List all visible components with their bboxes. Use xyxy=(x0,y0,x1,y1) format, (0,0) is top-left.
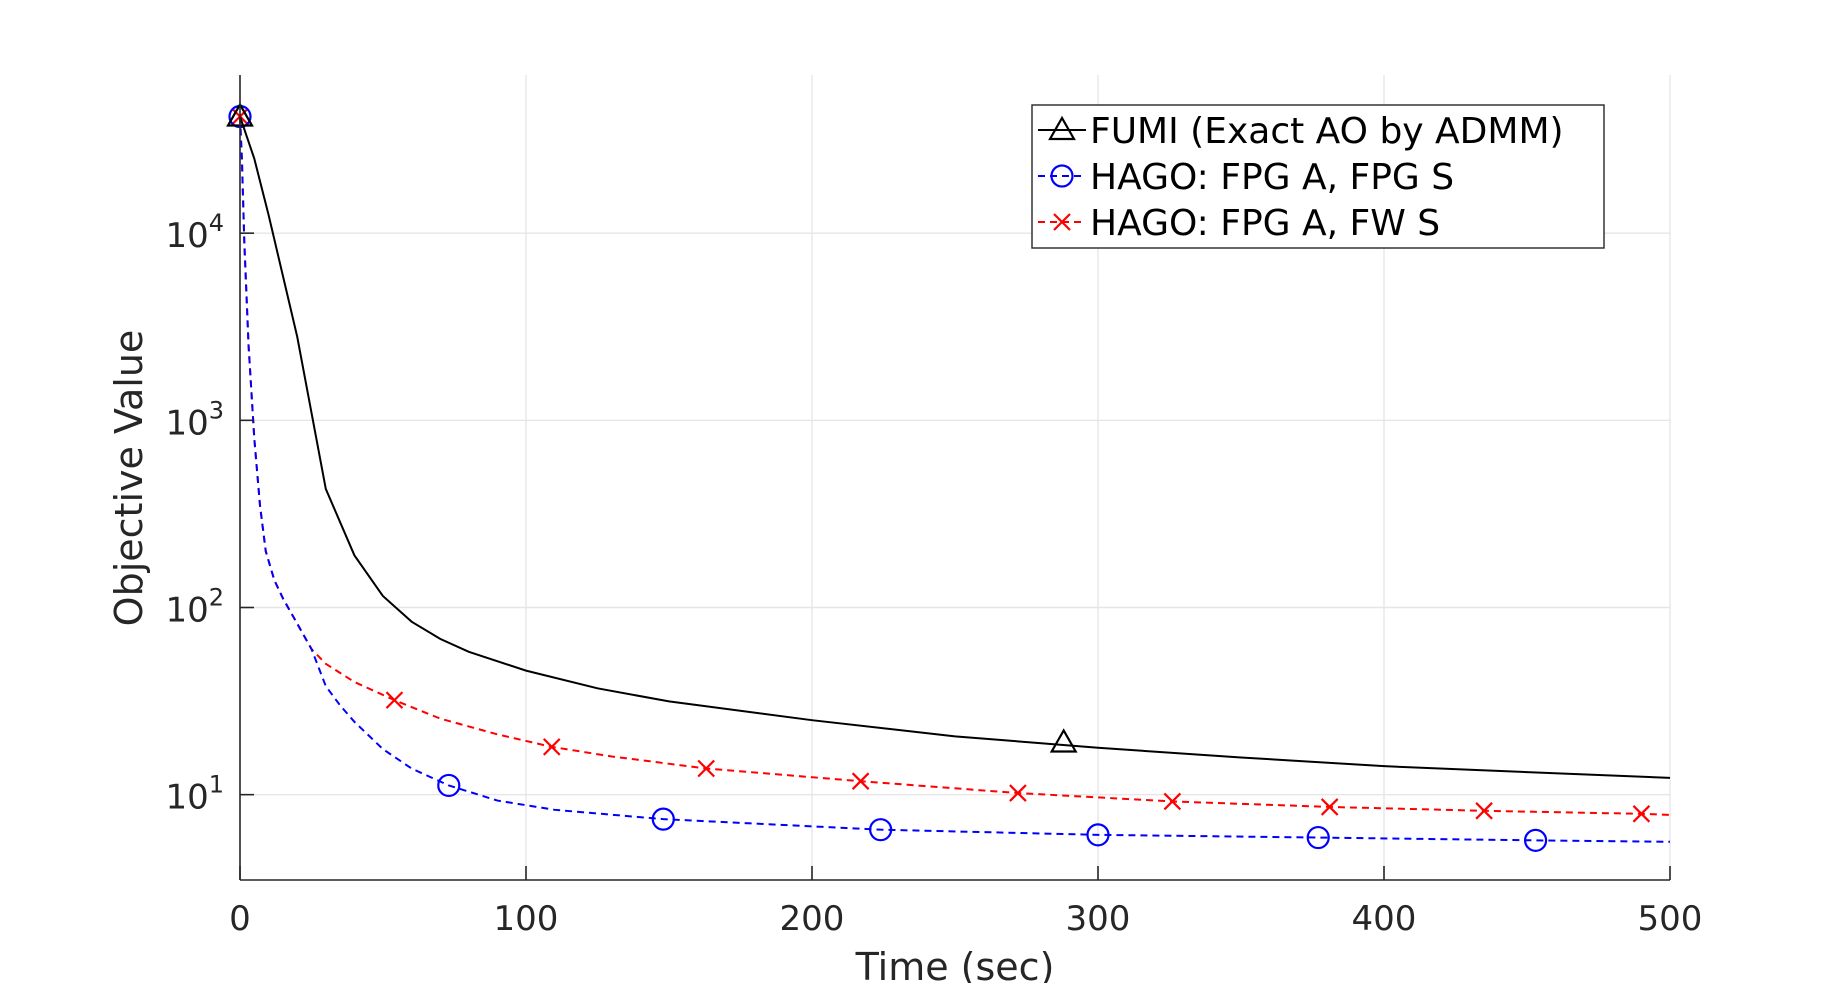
legend-marker-3 xyxy=(1053,213,1071,231)
y-axis-label: Objective Value xyxy=(107,330,151,627)
x-tick-label: 200 xyxy=(780,899,845,939)
x-marker-stroke xyxy=(851,772,870,790)
series-2-marker xyxy=(869,818,893,842)
series-2-marker xyxy=(651,807,675,831)
legend-label-2: HAGO: FPG A, FPG S xyxy=(1090,157,1454,198)
legend-label-1: FUMI (Exact AO by ADMM) xyxy=(1090,111,1564,152)
series-3-marker xyxy=(1163,792,1182,811)
series-3-marker xyxy=(542,738,561,756)
legend-box xyxy=(1031,104,1605,249)
series-2-line xyxy=(239,116,1671,843)
x-tick-label: 0 xyxy=(229,899,251,939)
series-3-marker xyxy=(385,691,404,709)
x-tick-label: 400 xyxy=(1352,899,1417,939)
series-2-marker xyxy=(1086,823,1110,847)
x-marker-stroke xyxy=(1320,798,1339,816)
y-tick-label: 104 xyxy=(165,209,224,256)
x-axis-label: Time (sec) xyxy=(855,945,1055,983)
legend: FUMI (Exact AO by ADMM) HAGO: FPG A, FPG … xyxy=(1031,104,1605,249)
series-1-line xyxy=(239,116,1671,779)
legend-marker-2 xyxy=(1050,164,1074,188)
series-1-marker xyxy=(1049,728,1078,753)
x-marker-stroke xyxy=(1632,805,1651,823)
series-3-marker xyxy=(1009,784,1027,802)
x-marker-stroke xyxy=(1163,792,1182,811)
series-3-marker xyxy=(1475,802,1493,820)
x-marker-stroke xyxy=(385,691,404,709)
x-tick-label: 500 xyxy=(1638,899,1703,939)
series-layer xyxy=(226,102,1671,852)
x-marker-stroke xyxy=(1053,213,1071,231)
series-2-marker xyxy=(437,773,461,798)
series-3-marker xyxy=(1320,798,1339,816)
legend-label-3: HAGO: FPG A, FW S xyxy=(1090,203,1440,244)
series-3-line xyxy=(239,116,1671,816)
series-3-marker xyxy=(1632,805,1651,823)
series-2-marker xyxy=(1306,825,1330,850)
x-marker-stroke xyxy=(1475,802,1493,820)
x-marker-stroke xyxy=(542,738,561,756)
ticks: 0 100 200 300 400 500 101 102 103 104 xyxy=(165,209,1702,939)
series-2-marker xyxy=(1523,828,1548,852)
x-tick-label: 300 xyxy=(1066,899,1131,939)
x-marker-stroke xyxy=(697,759,715,778)
legend-marker-1 xyxy=(1048,115,1076,141)
axes xyxy=(239,75,1670,881)
x-tick-label: 100 xyxy=(494,899,559,939)
y-tick-label: 103 xyxy=(165,396,224,443)
y-tick-label: 101 xyxy=(165,771,224,818)
x-marker-stroke xyxy=(1009,784,1027,802)
series-3-marker xyxy=(697,759,715,778)
y-tick-label: 102 xyxy=(165,584,224,631)
series-3-marker xyxy=(851,772,870,790)
